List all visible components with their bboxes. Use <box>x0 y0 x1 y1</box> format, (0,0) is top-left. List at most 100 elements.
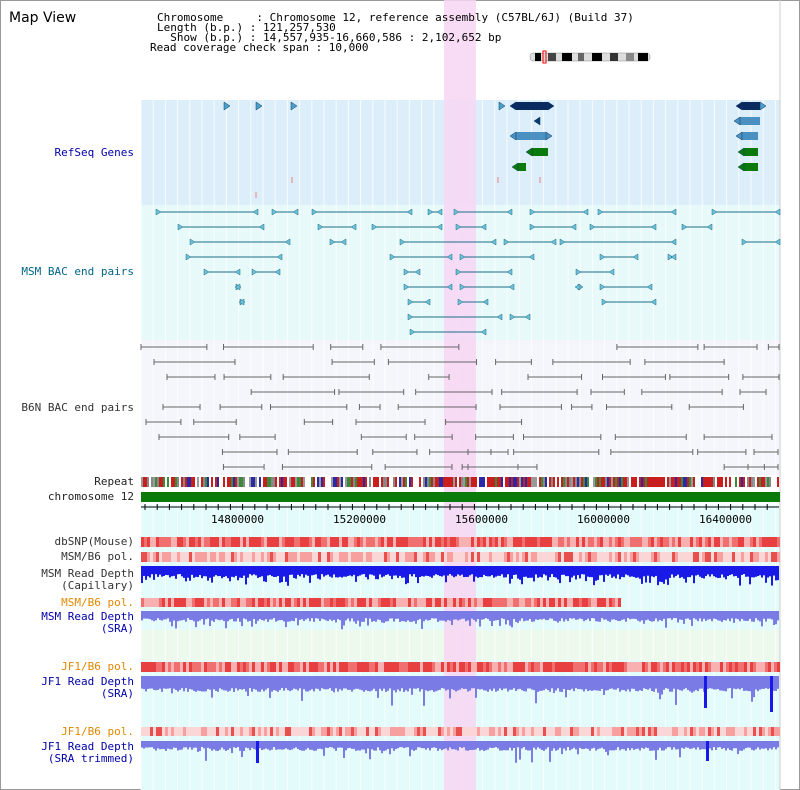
read-depth-bar <box>399 566 401 576</box>
polymorphism-cell <box>297 552 300 562</box>
read-depth-bar <box>315 566 317 575</box>
read-depth-bar <box>573 566 575 576</box>
polymorphism-cell <box>486 598 489 607</box>
polymorphism-cell <box>174 537 177 547</box>
jf1-b6-pol-sra-label[interactable]: JF1/B6 pol. <box>61 660 134 673</box>
read-depth-bar <box>521 741 523 749</box>
read-depth-bar <box>713 566 715 577</box>
repeat-segment <box>329 477 331 487</box>
read-depth-bar <box>307 676 309 692</box>
polymorphism-cell <box>642 662 645 672</box>
read-depth-bar <box>525 676 527 692</box>
polymorphism-cell <box>483 598 486 607</box>
read-depth-bar <box>607 611 609 621</box>
read-depth-bar <box>305 741 307 750</box>
read-depth-bar <box>457 566 459 575</box>
polymorphism-cell <box>678 727 681 736</box>
polymorphism-cell <box>738 552 741 562</box>
polymorphism-cell <box>348 598 351 607</box>
read-depth-bar <box>287 741 289 750</box>
polymorphism-cell <box>438 727 441 736</box>
read-depth-bar <box>181 741 183 750</box>
read-depth-bar <box>705 611 707 621</box>
msm-b6-pol-capillary-label[interactable]: MSM/B6 pol. <box>61 550 134 563</box>
polymorphism-cell <box>351 662 354 672</box>
read-depth-bar <box>187 566 189 578</box>
read-depth-bar <box>755 741 757 750</box>
read-depth-bar <box>607 566 609 576</box>
read-depth-bar <box>155 566 157 575</box>
polymorphism-cell <box>711 727 714 736</box>
polymorphism-cell <box>768 662 771 672</box>
read-depth-bar <box>441 566 443 577</box>
msm-depth-capillary-label[interactable]: MSM Read Depth <box>41 567 134 580</box>
polymorphism-cell <box>537 537 540 547</box>
read-depth-bar <box>751 676 753 702</box>
read-depth-bar <box>439 611 441 621</box>
read-depth-bar <box>691 566 693 576</box>
repeat-segment <box>641 477 643 487</box>
read-depth-bar <box>509 676 511 690</box>
polymorphism-cell <box>183 552 186 562</box>
polymorphism-cell <box>345 552 348 562</box>
refseq-track-label[interactable]: RefSeq Genes <box>54 146 134 159</box>
read-depth-bar <box>391 741 393 749</box>
polymorphism-cell <box>174 552 177 562</box>
read-depth-bar <box>325 611 327 621</box>
read-depth-bar <box>291 676 293 691</box>
polymorphism-cell <box>261 727 264 736</box>
read-depth-bar <box>393 676 395 691</box>
polymorphism-cell <box>321 727 324 736</box>
dbsnp-track-label[interactable]: dbSNP(Mouse) <box>54 535 134 548</box>
polymorphism-cell <box>768 727 771 736</box>
read-depth-bar <box>467 611 469 621</box>
read-depth-bar <box>749 741 751 748</box>
b6n-bac-track-label[interactable]: B6N BAC end pairs <box>21 401 134 414</box>
read-depth-bar <box>261 611 263 621</box>
msm-depth-sra-label[interactable]: MSM Read Depth <box>41 610 134 623</box>
read-depth-bar <box>429 566 431 577</box>
polymorphism-cell <box>375 552 378 562</box>
read-depth-bar <box>727 566 729 577</box>
read-depth-bar <box>327 676 329 690</box>
repeat-segment <box>431 477 433 487</box>
polymorphism-cell <box>573 662 576 672</box>
polymorphism-cell <box>474 552 477 562</box>
read-depth-bar <box>721 566 723 575</box>
polymorphism-cell <box>219 662 222 672</box>
polymorphism-cell <box>726 662 729 672</box>
polymorphism-cell <box>492 662 495 672</box>
read-depth-bar <box>631 741 633 749</box>
read-depth-bar <box>163 566 165 576</box>
read-depth-bar <box>241 566 243 578</box>
read-depth-bar <box>751 741 753 750</box>
read-depth-bar <box>213 676 215 690</box>
polymorphism-cell <box>753 662 756 672</box>
polymorphism-cell <box>615 552 618 562</box>
repeat-segment <box>773 477 775 487</box>
gene-feature <box>525 147 533 157</box>
read-depth-bar <box>679 741 681 758</box>
polymorphism-cell <box>501 537 504 547</box>
polymorphism-cell <box>543 727 546 736</box>
read-depth-bar <box>399 741 401 748</box>
read-depth-bar <box>387 611 389 622</box>
polymorphism-cell <box>291 598 294 607</box>
polymorphism-cell <box>573 727 576 736</box>
polymorphism-cell <box>576 552 579 562</box>
jf1-depth-trim-label[interactable]: JF1 Read Depth <box>41 740 134 753</box>
msm-bac-track-label[interactable]: MSM BAC end pairs <box>21 265 134 278</box>
read-depth-bar <box>745 676 747 691</box>
read-depth-bar <box>587 741 589 749</box>
repeat-segment <box>181 477 183 487</box>
polymorphism-cell <box>258 727 261 736</box>
polymorphism-cell <box>777 537 780 547</box>
polymorphism-cell <box>660 662 663 672</box>
read-depth-bar <box>507 741 509 751</box>
jf1-depth-sra-label[interactable]: JF1 Read Depth <box>41 675 134 688</box>
polymorphism-cell <box>429 727 432 736</box>
repeat-segment <box>243 477 245 487</box>
msm-b6-pol-sra-label[interactable]: MSM/B6 pol. <box>61 596 134 609</box>
jf1-b6-pol-trim-label[interactable]: JF1/B6 pol. <box>61 725 134 738</box>
